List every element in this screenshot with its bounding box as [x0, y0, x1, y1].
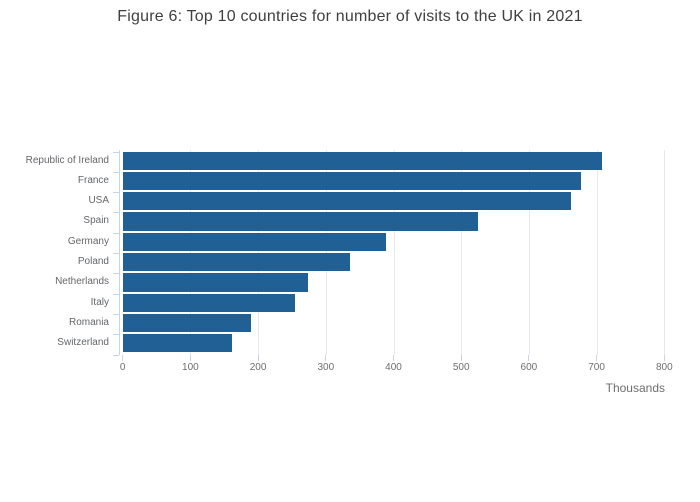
x-axis-tick-label: 100 — [182, 362, 199, 373]
x-axis-tick — [393, 355, 394, 361]
x-axis-tick — [596, 355, 598, 361]
x-axis-tick-label: 500 — [452, 362, 470, 373]
category-label: Spain — [83, 215, 109, 227]
x-axis-tick-label: 800 — [655, 362, 673, 373]
x-axis-tick — [325, 355, 327, 361]
y-axis-tick — [112, 232, 119, 234]
category-label: Romania — [68, 316, 109, 328]
x-axis-tick — [460, 355, 462, 361]
bar — [122, 293, 296, 312]
bar — [122, 212, 479, 231]
gridline — [325, 150, 327, 355]
category-label: Poland — [77, 256, 109, 267]
y-axis-tick — [112, 151, 119, 153]
y-axis-tick — [112, 212, 119, 214]
category-label: Switzerland — [57, 337, 109, 349]
x-axis-tick — [189, 355, 191, 361]
y-axis-tick — [112, 354, 119, 356]
x-axis-tick-label: 300 — [317, 362, 335, 373]
y-axis-tick — [112, 273, 119, 275]
bar — [122, 192, 571, 211]
gridline — [596, 150, 598, 355]
x-axis-tick-label: 200 — [249, 362, 267, 373]
gridline — [393, 150, 395, 355]
x-axis-tick — [663, 355, 665, 361]
x-axis-tick-label: 600 — [520, 362, 538, 373]
bar — [122, 232, 387, 251]
bar — [122, 313, 252, 333]
bar — [122, 334, 233, 353]
y-axis-tick — [112, 253, 119, 254]
x-axis-tick-label: 0 — [119, 362, 126, 373]
bar — [122, 253, 351, 272]
bar — [122, 171, 582, 191]
category-label: Republic of Ireland — [25, 154, 109, 166]
y-axis-tick — [112, 192, 119, 194]
bar — [122, 273, 308, 292]
y-axis-tick — [112, 334, 119, 336]
x-axis-tick-label: 700 — [588, 362, 605, 373]
y-axis-line — [119, 150, 120, 355]
chart-title: Figure 6: Top 10 countries for number of… — [117, 8, 583, 25]
bar — [122, 151, 602, 170]
gridline — [258, 150, 260, 355]
x-axis-tick-label: 400 — [385, 362, 402, 373]
category-label: Germany — [67, 235, 109, 247]
y-axis-tick — [112, 313, 119, 315]
category-label: Italy — [90, 296, 109, 308]
gridline — [528, 150, 530, 355]
category-label: France — [77, 174, 109, 186]
x-axis-tick — [257, 355, 259, 361]
x-axis-tick — [528, 355, 530, 361]
x-axis-unit-label: Thousands — [605, 381, 665, 395]
x-axis-tick — [122, 355, 124, 361]
gridline — [664, 150, 666, 355]
gridline — [461, 150, 463, 355]
gridline — [190, 150, 192, 355]
y-axis-tick — [112, 293, 119, 295]
y-axis-tick — [112, 171, 119, 173]
category-label: USA — [88, 195, 109, 207]
category-label: Netherlands — [55, 276, 109, 288]
